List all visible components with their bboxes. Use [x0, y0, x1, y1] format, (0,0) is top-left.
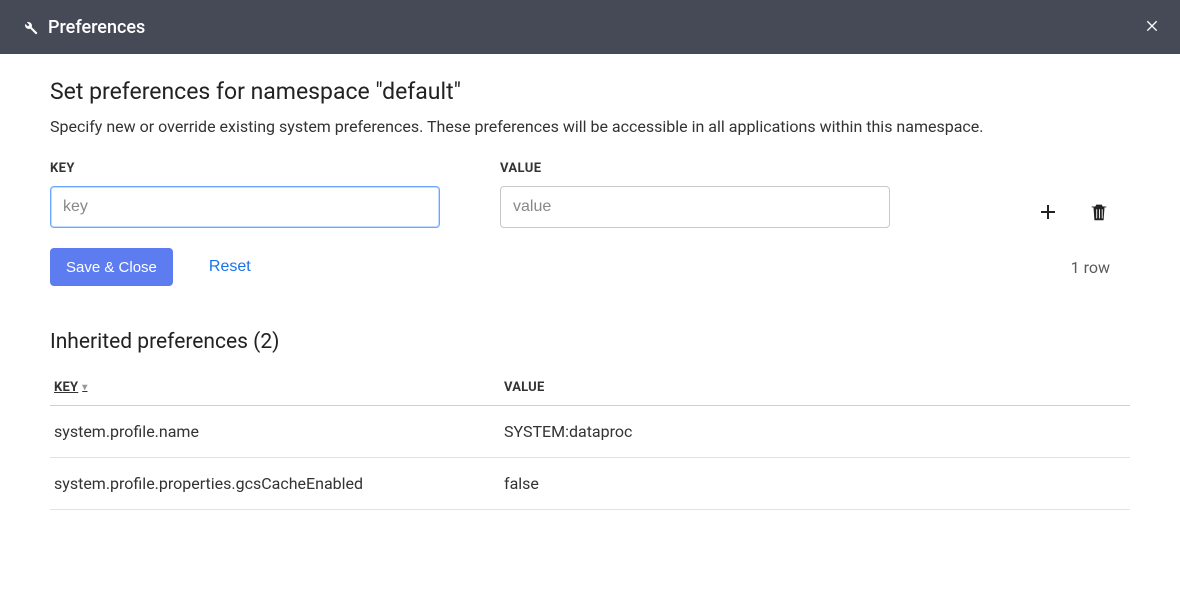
table-cell-key: system.profile.name: [50, 406, 500, 458]
modal-title: Preferences: [48, 17, 145, 38]
preference-input-row: KEY VALUE: [50, 161, 1130, 228]
close-icon[interactable]: [1144, 17, 1160, 38]
value-label: VALUE: [500, 161, 890, 176]
row-count-label: 1 row: [1071, 258, 1130, 277]
inherited-section-title: Inherited preferences (2): [50, 330, 1130, 354]
value-field-group: VALUE: [500, 161, 890, 228]
table-header-value[interactable]: VALUE: [500, 372, 1130, 406]
add-row-icon[interactable]: [1036, 200, 1060, 228]
delete-row-icon[interactable]: [1088, 201, 1110, 227]
content-area: Set preferences for namespace "default" …: [0, 54, 1180, 510]
inherited-preferences-table: KEY ▾ VALUE system.profile.name SYSTEM:d…: [50, 372, 1130, 510]
key-label: KEY: [50, 161, 440, 176]
table-cell-value: SYSTEM:dataproc: [500, 406, 1130, 458]
table-cell-value: false: [500, 458, 1130, 510]
page-title: Set preferences for namespace "default": [50, 78, 1130, 105]
value-input[interactable]: [500, 186, 890, 228]
actions-row: Save & Close Reset 1 row: [50, 248, 1130, 286]
reset-button[interactable]: Reset: [209, 258, 251, 276]
sort-caret-icon: ▾: [82, 382, 87, 393]
table-row: system.profile.properties.gcsCacheEnable…: [50, 458, 1130, 510]
modal-header: Preferences: [0, 0, 1180, 54]
table-cell-key: system.profile.properties.gcsCacheEnable…: [50, 458, 500, 510]
table-header-key[interactable]: KEY ▾: [50, 372, 500, 406]
key-input[interactable]: [50, 186, 440, 228]
wrench-icon: [20, 18, 38, 36]
key-field-group: KEY: [50, 161, 440, 228]
table-row: system.profile.name SYSTEM:dataproc: [50, 406, 1130, 458]
modal-header-left: Preferences: [20, 17, 145, 38]
table-header-key-label: KEY: [54, 380, 78, 395]
save-close-button[interactable]: Save & Close: [50, 248, 173, 286]
row-action-icons: [1036, 200, 1130, 228]
page-description: Specify new or override existing system …: [50, 115, 1130, 139]
